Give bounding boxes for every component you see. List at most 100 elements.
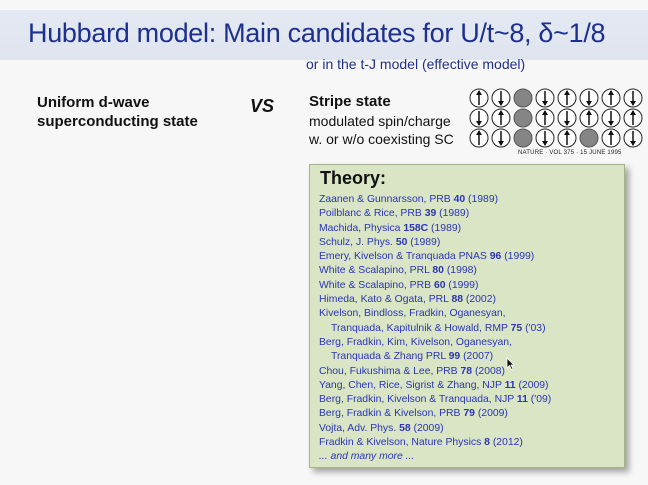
hole-site-icon (513, 108, 533, 128)
stripe-line1: modulated spin/charge (309, 113, 451, 129)
title-band (0, 10, 648, 60)
reference-year: (2009) (410, 422, 444, 434)
reference-text: Kivelson, Bindloss, Fradkin, Oganesyan, (319, 308, 506, 320)
theory-heading: Theory: (320, 168, 387, 188)
uniform-dwave-line2: superconducting state (37, 113, 198, 130)
reference-text: Poilblanc & Rice, PRB (319, 208, 425, 220)
reference-volume: 60 (433, 279, 446, 291)
spin-down-arrowhead (476, 121, 482, 126)
reference-item: Schulz, J. Phys. 50 (1989) (319, 236, 551, 250)
reference-year: ('09) (527, 394, 552, 406)
spin-up-arrowhead (498, 110, 504, 115)
spin-up-arrowhead (542, 110, 548, 115)
spin-up-arrowhead (476, 130, 482, 135)
slide-title: Hubbard model: Main candidates for U/t~8… (28, 18, 606, 48)
reference-year: (1989) (465, 194, 499, 205)
reference-item: Vojta, Adv. Phys. 58 (2009) (319, 422, 551, 436)
reference-text: Berg, Fradkin & Kivelson, PRB (319, 408, 464, 420)
spin-down-arrowhead (542, 141, 548, 146)
reference-text: Chou, Fukushima & Lee, PRB (319, 365, 461, 377)
reference-year: (2002) (463, 294, 496, 306)
reference-item: Berg, Fradkin, Kivelson & Tranquada, NJP… (319, 393, 551, 407)
reference-item: Fradkin & Kivelson, Nature Physics 8 (20… (319, 436, 551, 450)
reference-item: Berg, Fradkin, Kim, Kivelson, Oganesyan, (319, 336, 551, 350)
spin-down-arrowhead (542, 101, 548, 106)
reference-volume: 158C (403, 222, 429, 234)
reference-volume: 99 (448, 351, 461, 363)
spin-down-arrowhead (498, 141, 504, 146)
vs-label: VS (250, 96, 275, 116)
stripe-line2: w. or w/o coexisting SC (309, 131, 454, 147)
reference-volume: 39 (424, 208, 437, 220)
reference-year: (2009) (515, 379, 549, 391)
reference-item: Himeda, Kato & Ogata, PRL 88 (2002) (319, 293, 551, 307)
spin-down-arrowhead (630, 101, 636, 106)
hole-site-icon (513, 88, 533, 108)
reference-year: (2007) (460, 351, 494, 363)
reference-text: Himeda, Kato & Ogata, PRL (319, 294, 452, 306)
reference-text: White & Scalapino, PRL (319, 265, 433, 277)
hole-site-icon (513, 128, 533, 148)
reference-volume: 11 (516, 394, 528, 406)
reference-text: Fradkin & Kivelson, Nature Physics (319, 437, 485, 449)
reference-list: Zaanen & Gunnarsson, PRB 40 (1989) Poilbl… (319, 193, 551, 465)
figure-caption: NATURE · VOL 375 · 15 JUNE 1995 (518, 150, 622, 156)
reference-item: Machida, Physica 158C (1989) (319, 222, 551, 236)
reference-volume: 58 (399, 422, 411, 434)
reference-volume: 96 (489, 251, 502, 263)
reference-year: ('03) (522, 322, 546, 334)
reference-text: Vojta, Adv. Phys. (319, 422, 400, 434)
hole-site-icon (579, 128, 599, 148)
reference-text: Machida, Physica (319, 222, 404, 234)
reference-item: Zaanen & Gunnarsson, PRB 40 (1989) (319, 193, 551, 207)
reference-more: ... and many more ... (319, 451, 415, 463)
reference-text: Zaanen & Gunnarsson, PRB (319, 194, 454, 205)
reference-text: Berg, Fradkin, Kivelson & Tranquada, NJP (319, 394, 517, 406)
reference-text: Emery, Kivelson & Tranquada PNAS (319, 251, 490, 263)
spin-down-arrowhead (608, 121, 614, 126)
reference-item: Chou, Fukushima & Lee, PRB 78 (2008) (319, 365, 551, 379)
mouse-cursor-icon (506, 357, 515, 370)
reference-item: Kivelson, Bindloss, Fradkin, Oganesyan, (319, 307, 551, 321)
reference-item: Berg, Fradkin & Kivelson, PRB 79 (2009) (319, 407, 551, 421)
reference-volume: 79 (463, 408, 475, 420)
spin-down-arrowhead (564, 121, 570, 126)
reference-item: Emery, Kivelson & Tranquada PNAS 96 (199… (319, 250, 551, 264)
reference-year: (1998) (443, 265, 477, 277)
reference-text: Yang, Chen, Rice, Sigrist & Zhang, NJP (319, 379, 505, 391)
reference-year: (2012) (489, 437, 523, 449)
spin-up-arrowhead (608, 90, 614, 95)
reference-item: Poilblanc & Rice, PRB 39 (1989) (319, 207, 551, 221)
reference-volume: 75 (510, 322, 523, 334)
reference-item: Tranquada, Kapitulnik & Howald, RMP 75 (… (319, 322, 551, 336)
theory-box: Theory: Zaanen & Gunnarsson, PRB 40 (198… (309, 164, 625, 468)
spin-down-arrowhead (586, 101, 592, 106)
spin-down-arrowhead (498, 101, 504, 106)
reference-text: Schulz, J. Phys. (319, 236, 396, 248)
reference-text: White & Scalapino, PRB (319, 279, 434, 291)
reference-volume: 8 (484, 437, 490, 449)
stripe-state-title: Stripe state (309, 93, 391, 110)
spin-down-arrowhead (630, 141, 636, 146)
reference-item: White & Scalapino, PRB 60 (1999) (319, 279, 551, 293)
spin-up-arrowhead (476, 90, 482, 95)
stripe-description: modulated spin/charge w. or w/o coexisti… (309, 112, 454, 148)
reference-year: (1989) (436, 208, 470, 220)
reference-text: Berg, Fradkin, Kim, Kivelson, Oganesyan, (319, 336, 512, 348)
reference-year: (1999) (501, 251, 535, 263)
slide-subtitle: or in the t-J model (effective model) (306, 56, 526, 72)
reference-item: Yang, Chen, Rice, Sigrist & Zhang, NJP 1… (319, 379, 551, 393)
spin-up-arrowhead (564, 130, 570, 135)
reference-volume: 11 (504, 379, 516, 391)
reference-volume: 50 (395, 236, 408, 248)
reference-year: (1989) (428, 222, 462, 234)
reference-volume: 80 (432, 265, 444, 277)
reference-item: White & Scalapino, PRL 80 (1998) (319, 264, 551, 278)
reference-year: (2008) (472, 365, 505, 377)
reference-volume: 88 (451, 294, 464, 306)
spin-up-arrowhead (586, 110, 592, 115)
reference-text: Tranquada & Zhang PRL (331, 351, 449, 363)
reference-year: (2009) (474, 408, 508, 420)
reference-year: (1999) (445, 279, 479, 291)
spin-up-arrowhead (564, 90, 570, 95)
